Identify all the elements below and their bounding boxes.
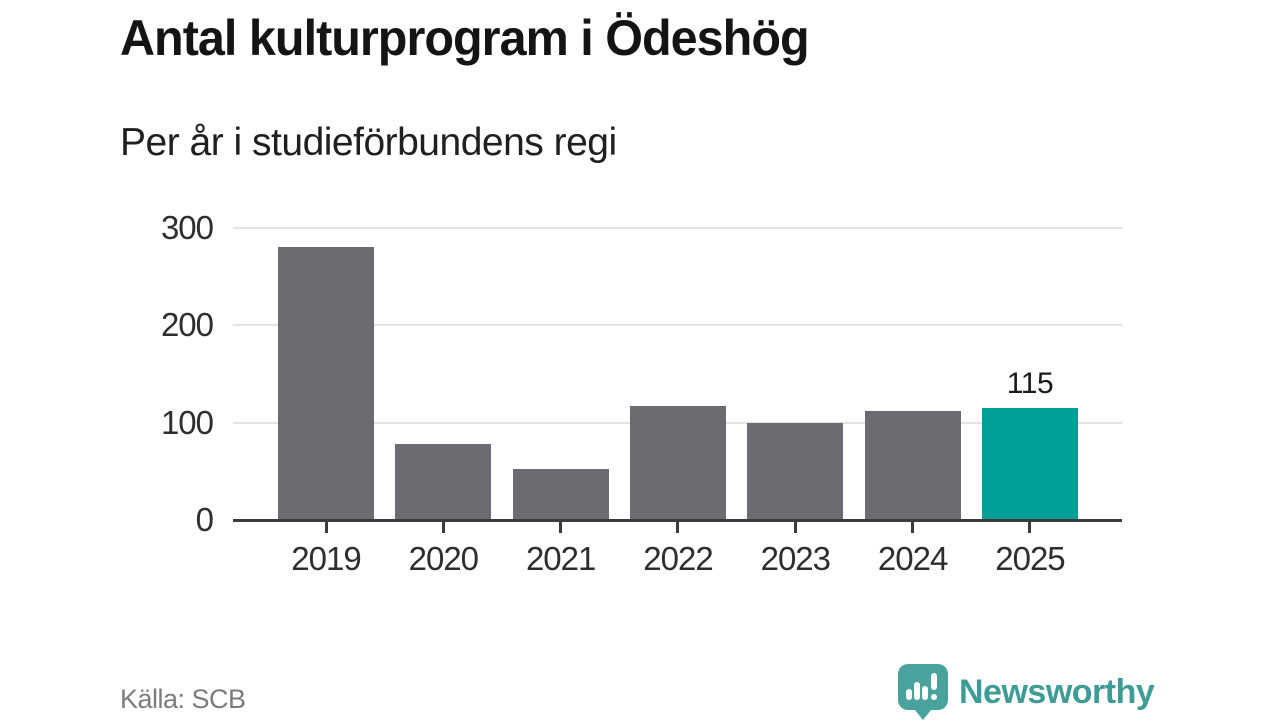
x-axis-tick-mark [559, 522, 563, 533]
x-axis-tick-label: 2024 [877, 540, 948, 577]
bar-2024 [864, 410, 961, 520]
x-axis-tick-label: 2020 [408, 540, 479, 577]
x-axis-tick-label: 2025 [995, 540, 1065, 577]
bar-value-label: 115 [1006, 367, 1054, 401]
x-axis-line [233, 519, 1122, 522]
bar-2021 [512, 469, 609, 520]
chart-subtitle: Per år i studieförbundens regi [120, 121, 617, 164]
x-axis-tick-label: 2022 [643, 540, 713, 577]
y-axis-tick-label: 200 [160, 306, 214, 344]
chart-title: Antal kulturprogram i Ödeshög [120, 10, 810, 66]
x-axis-tick-label: 2023 [760, 540, 831, 577]
x-axis-tick-mark [793, 522, 797, 533]
x-axis-tick-mark [441, 522, 445, 533]
newsworthy-logo: Newsworthy [897, 663, 1155, 720]
source-note: Källa: SCB [120, 684, 246, 714]
y-axis-tick-label: 300 [160, 209, 214, 246]
x-axis-tick-label: 2019 [291, 540, 361, 577]
y-axis-tick-label: 0 [195, 501, 214, 538]
y-axis-tick-label: 100 [160, 403, 214, 441]
x-axis-tick-mark [911, 522, 915, 533]
x-axis-tick-mark [1028, 522, 1032, 533]
bar-2025 [981, 408, 1078, 520]
x-axis-tick-mark [676, 522, 680, 533]
newsworthy-speech-bubble-chart-icon [897, 663, 949, 720]
x-axis-tick-label: 2021 [525, 540, 596, 577]
bar-2022 [629, 406, 726, 520]
bar-2020 [395, 444, 492, 520]
gridline-300 [233, 227, 1122, 229]
gridline-200 [233, 324, 1122, 327]
newsworthy-wordmark: Newsworthy [959, 672, 1155, 711]
bar-2019 [278, 247, 374, 520]
bar-2023 [747, 422, 844, 520]
x-axis-tick-mark [324, 522, 328, 533]
